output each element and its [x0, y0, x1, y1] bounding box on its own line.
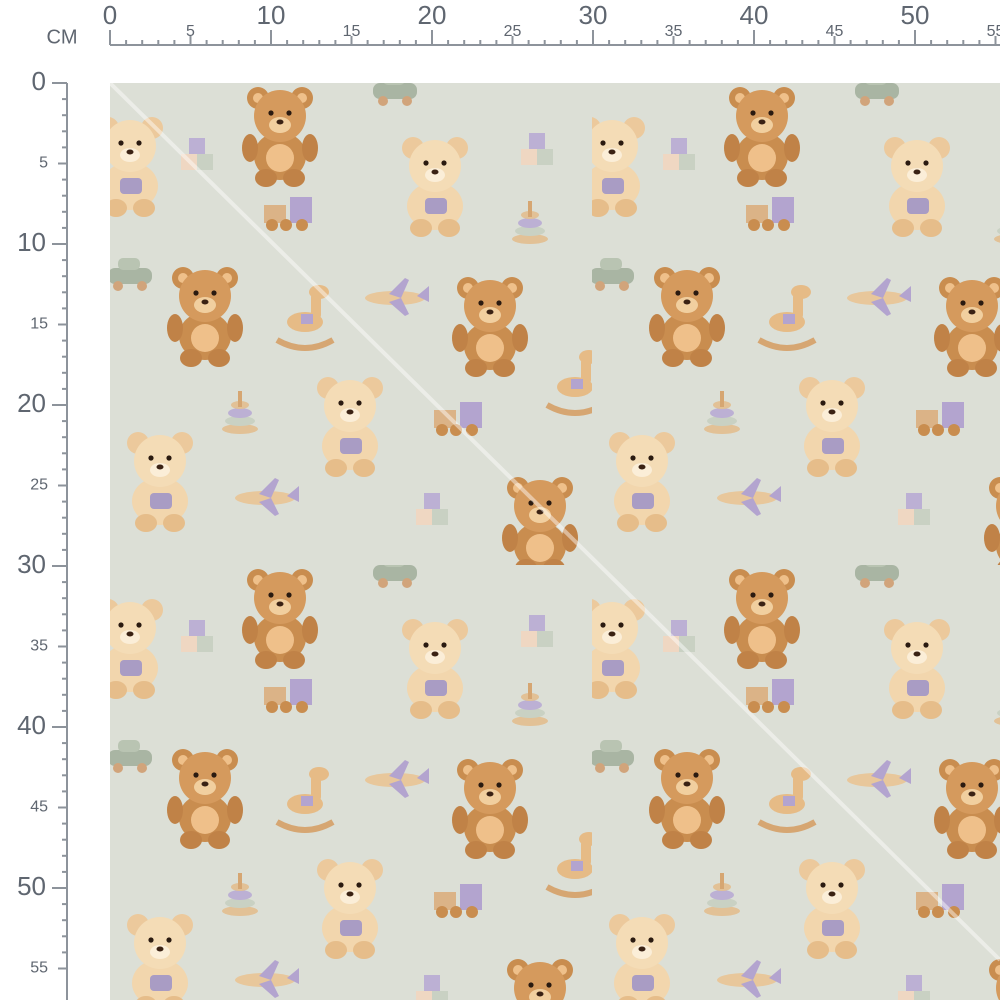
unit-label: CM — [46, 26, 77, 48]
tick-label: 30 — [579, 0, 608, 30]
tick-label: 55 — [30, 960, 48, 977]
tick-label: 45 — [826, 23, 844, 40]
tick-label: 35 — [30, 638, 48, 655]
tick-label: 0 — [103, 0, 117, 30]
tick-label: 15 — [30, 316, 48, 333]
tick-label: 10 — [257, 0, 286, 30]
tick-label: 20 — [418, 0, 447, 30]
tick-label: 40 — [17, 710, 46, 740]
tick-label: 50 — [901, 0, 930, 30]
tick-label: 55 — [987, 23, 1000, 40]
tick-label: 40 — [740, 0, 769, 30]
tick-label: 25 — [30, 477, 48, 494]
tick-label: 50 — [17, 871, 46, 901]
tick-label: 10 — [17, 227, 46, 257]
glare — [108, 81, 1000, 962]
tick-label: 15 — [343, 23, 361, 40]
tick-label: 30 — [17, 549, 46, 579]
tick-label: 25 — [504, 23, 522, 40]
tick-label: 5 — [186, 23, 195, 40]
tick-label: 45 — [30, 799, 48, 816]
tick-label: 5 — [39, 155, 48, 172]
fabric-preview — [110, 83, 1000, 1000]
tick-label: 0 — [32, 66, 46, 96]
tick-label: 20 — [17, 388, 46, 418]
tick-label: 35 — [665, 23, 683, 40]
